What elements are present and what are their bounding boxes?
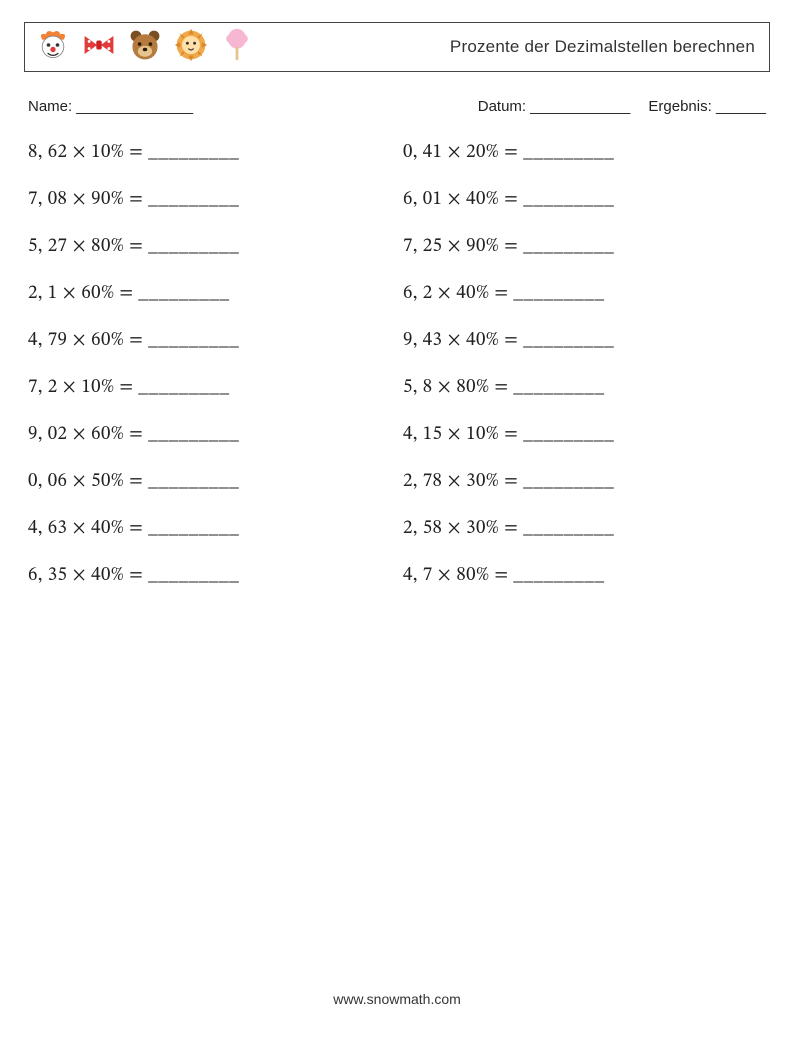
problem: 0, 41 × 20% = _________ <box>403 129 766 176</box>
problem: 9, 43 × 40% = _________ <box>403 317 766 364</box>
worksheet-page: Prozente der Dezimalstellen berechnen Na… <box>0 0 794 1053</box>
problem: 6, 35 × 40% = _________ <box>28 552 391 599</box>
date-label: Datum: <box>478 98 526 115</box>
problems-grid: 8, 62 × 10% = _________ 0, 41 × 20% = ___… <box>28 129 766 599</box>
problem: 4, 15 × 10% = _________ <box>403 411 766 458</box>
result-field: Ergebnis: ______ <box>648 98 766 115</box>
problem: 6, 2 × 40% = _________ <box>403 270 766 317</box>
name-blank: ______________ <box>76 98 193 115</box>
problem: 2, 78 × 30% = _________ <box>403 458 766 505</box>
icon-strip <box>35 27 255 68</box>
problem: 7, 08 × 90% = _________ <box>28 176 391 223</box>
bear-icon <box>127 27 163 68</box>
meta-right: Datum: ____________ Ergebnis: ______ <box>478 98 766 115</box>
result-blank: ______ <box>716 98 766 115</box>
problem: 2, 1 × 60% = _________ <box>28 270 391 317</box>
bowtie-icon <box>81 27 117 68</box>
name-label: Name: <box>28 98 72 115</box>
footer-url: www.snowmath.com <box>0 991 794 1007</box>
problem: 4, 79 × 60% = _________ <box>28 317 391 364</box>
problem: 9, 02 × 60% = _________ <box>28 411 391 458</box>
meta-row: Name: ______________ Datum: ____________… <box>28 98 766 115</box>
result-label: Ergebnis: <box>648 98 711 115</box>
problem: 8, 62 × 10% = _________ <box>28 129 391 176</box>
date-field: Datum: ____________ <box>478 98 631 115</box>
clown-icon <box>35 27 71 68</box>
problem: 7, 25 × 90% = _________ <box>403 223 766 270</box>
problem: 7, 2 × 10% = _________ <box>28 364 391 411</box>
lion-icon <box>173 27 209 68</box>
problem: 4, 63 × 40% = _________ <box>28 505 391 552</box>
date-blank: ____________ <box>530 98 630 115</box>
problem: 4, 7 × 80% = _________ <box>403 552 766 599</box>
header-box: Prozente der Dezimalstellen berechnen <box>24 22 770 72</box>
cotton-candy-icon <box>219 27 255 68</box>
problem: 6, 01 × 40% = _________ <box>403 176 766 223</box>
worksheet-title: Prozente der Dezimalstellen berechnen <box>450 37 755 57</box>
name-field: Name: ______________ <box>28 98 193 115</box>
problem: 0, 06 × 50% = _________ <box>28 458 391 505</box>
problem: 5, 27 × 80% = _________ <box>28 223 391 270</box>
problem: 5, 8 × 80% = _________ <box>403 364 766 411</box>
problem: 2, 58 × 30% = _________ <box>403 505 766 552</box>
